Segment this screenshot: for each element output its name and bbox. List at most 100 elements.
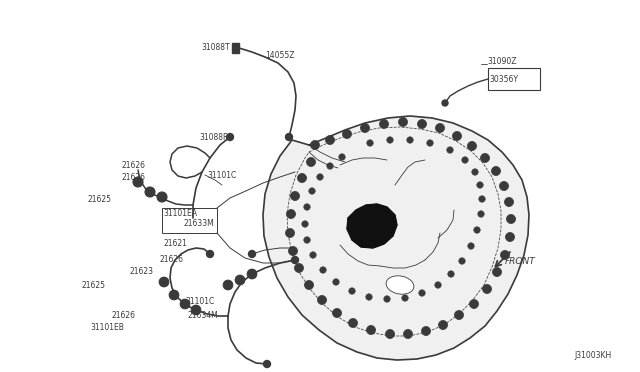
Circle shape — [427, 140, 433, 146]
Text: J31003KH: J31003KH — [575, 350, 612, 359]
Circle shape — [349, 288, 355, 294]
Circle shape — [478, 211, 484, 217]
Text: 31088F: 31088F — [200, 132, 228, 141]
Circle shape — [360, 124, 369, 132]
Circle shape — [227, 134, 234, 141]
Circle shape — [317, 174, 323, 180]
Circle shape — [309, 188, 315, 194]
Text: 21625: 21625 — [82, 282, 106, 291]
Bar — [488, 68, 540, 90]
Text: 21621: 21621 — [163, 240, 187, 248]
Circle shape — [317, 295, 326, 305]
Circle shape — [157, 192, 167, 202]
Bar — [162, 208, 217, 233]
Text: 21626: 21626 — [160, 256, 184, 264]
Circle shape — [506, 232, 515, 241]
Circle shape — [285, 228, 294, 237]
Text: 21633M: 21633M — [183, 219, 214, 228]
Circle shape — [145, 187, 155, 197]
Circle shape — [479, 196, 485, 202]
Text: 31101EA: 31101EA — [163, 208, 197, 218]
Text: 31101EB: 31101EB — [90, 323, 124, 331]
Circle shape — [298, 173, 307, 183]
Circle shape — [236, 275, 245, 285]
Circle shape — [384, 296, 390, 302]
Text: 31088T: 31088T — [202, 44, 230, 52]
Circle shape — [402, 295, 408, 301]
Circle shape — [248, 250, 255, 257]
Circle shape — [492, 167, 500, 176]
Circle shape — [403, 330, 413, 339]
Circle shape — [385, 330, 394, 339]
Circle shape — [447, 147, 453, 153]
Circle shape — [320, 267, 326, 273]
Circle shape — [407, 137, 413, 143]
Circle shape — [448, 271, 454, 277]
Ellipse shape — [386, 276, 414, 294]
Polygon shape — [263, 116, 529, 360]
Circle shape — [333, 279, 339, 285]
Circle shape — [481, 154, 490, 163]
Polygon shape — [347, 204, 397, 248]
Circle shape — [454, 311, 463, 320]
Circle shape — [435, 282, 441, 288]
Circle shape — [191, 305, 201, 315]
Circle shape — [342, 129, 351, 138]
Circle shape — [333, 308, 342, 317]
Text: 21626: 21626 — [122, 173, 146, 182]
Text: 21625: 21625 — [88, 196, 112, 205]
Circle shape — [462, 157, 468, 163]
Circle shape — [289, 247, 298, 256]
Circle shape — [133, 177, 143, 187]
Text: 31101C: 31101C — [185, 296, 214, 305]
Text: 21626: 21626 — [122, 160, 146, 170]
Circle shape — [438, 321, 447, 330]
Circle shape — [506, 215, 515, 224]
Circle shape — [367, 326, 376, 334]
Circle shape — [500, 250, 509, 260]
Circle shape — [493, 267, 502, 276]
Circle shape — [468, 243, 474, 249]
Circle shape — [504, 198, 513, 206]
Circle shape — [380, 119, 388, 128]
Text: 30356Y: 30356Y — [489, 74, 518, 83]
Circle shape — [483, 285, 492, 294]
Circle shape — [467, 141, 477, 151]
Text: 21623: 21623 — [130, 266, 154, 276]
Text: 14055Z: 14055Z — [265, 51, 294, 61]
Circle shape — [287, 209, 296, 218]
Circle shape — [339, 154, 345, 160]
Bar — [232, 43, 239, 53]
Circle shape — [294, 263, 303, 273]
Circle shape — [417, 119, 426, 128]
Circle shape — [304, 237, 310, 243]
Circle shape — [472, 169, 478, 175]
Circle shape — [452, 131, 461, 141]
Circle shape — [387, 137, 393, 143]
Circle shape — [499, 182, 509, 190]
Circle shape — [435, 124, 445, 132]
Circle shape — [291, 257, 298, 263]
Circle shape — [247, 269, 257, 279]
Circle shape — [169, 290, 179, 300]
Circle shape — [310, 141, 319, 150]
Circle shape — [366, 294, 372, 300]
Text: 21626: 21626 — [112, 311, 136, 320]
Circle shape — [305, 280, 314, 289]
Circle shape — [207, 250, 214, 257]
Circle shape — [159, 277, 169, 287]
Circle shape — [349, 318, 358, 327]
Circle shape — [459, 258, 465, 264]
Text: 31090Z: 31090Z — [487, 58, 516, 67]
Circle shape — [302, 221, 308, 227]
Circle shape — [326, 135, 335, 144]
Circle shape — [285, 134, 292, 141]
Text: 31101C: 31101C — [207, 170, 236, 180]
Circle shape — [304, 204, 310, 210]
Circle shape — [327, 163, 333, 169]
Circle shape — [367, 140, 373, 146]
Circle shape — [474, 227, 480, 233]
Circle shape — [442, 100, 448, 106]
Circle shape — [307, 157, 316, 167]
Circle shape — [264, 360, 271, 368]
